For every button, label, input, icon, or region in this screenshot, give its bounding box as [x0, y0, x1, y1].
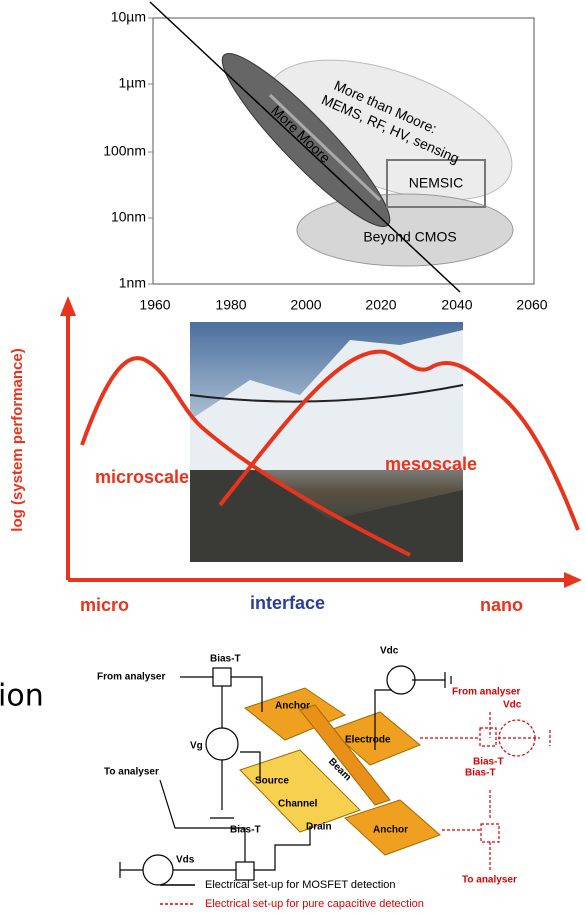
label: Bias-T: [473, 757, 504, 768]
label: Channel: [278, 799, 318, 810]
label: From analyser: [97, 672, 165, 683]
label: Anchor: [373, 825, 408, 836]
side-text: ion: [0, 679, 44, 714]
y-tick-label: 10µm: [111, 9, 146, 25]
x-tick-label: 2040: [441, 297, 472, 313]
circuit: Vdc Bias-T From analyser Anchor Vg Elect…: [97, 646, 550, 910]
label: Anchor: [275, 701, 310, 712]
region-label: Beyond CMOS: [363, 229, 456, 245]
y-tick-label: 1nm: [119, 275, 146, 291]
label: Vdc: [503, 700, 522, 711]
x-label: nano: [480, 595, 523, 615]
x-tick-label: 2000: [290, 297, 321, 313]
x-tick-label: 1980: [215, 297, 246, 313]
label: Bias-T: [230, 825, 261, 836]
ticks: [148, 18, 153, 284]
y-tick-label: 100nm: [103, 143, 146, 159]
x-axis-arrow: [564, 572, 582, 588]
label: To analyser: [104, 767, 159, 778]
legend-label: Electrical set-up for MOSFET detection: [205, 879, 396, 891]
x-tick-label: 2060: [516, 297, 547, 313]
performance-chart: log (system performance) microscale meso…: [9, 296, 582, 615]
label: To analyser: [462, 875, 517, 886]
label: Vg: [190, 741, 203, 752]
label: Bias-T: [210, 654, 241, 665]
x-label: micro: [80, 595, 129, 615]
y-axis-label: log (system performance): [9, 348, 26, 531]
figure: 10µm 1µm 100nm 10nm 1nm 1960 1980 2000 2…: [0, 0, 585, 914]
roadmap-chart: 10µm 1µm 100nm 10nm 1nm 1960 1980 2000 2…: [103, 2, 548, 313]
x-label: interface: [250, 593, 325, 613]
x-tick-label: 2020: [365, 297, 396, 313]
curve-label: mesoscale: [385, 454, 477, 474]
region-label: NEMSIC: [409, 175, 463, 191]
capacitive-wiring: [420, 712, 550, 870]
label: Vds: [176, 855, 195, 866]
y-axis-arrow: [60, 296, 76, 316]
label: Drain: [306, 822, 332, 833]
legend-label: Electrical set-up for pure capacitive de…: [205, 898, 424, 910]
x-tick-label: 1960: [139, 297, 170, 313]
label: Electrode: [345, 735, 391, 746]
label: Source: [255, 776, 289, 787]
curve-label: microscale: [95, 467, 189, 487]
label: Bias-T: [465, 768, 496, 779]
y-tick-label: 1µm: [118, 75, 146, 91]
label: Vdc: [380, 646, 399, 657]
label: From analyser: [452, 687, 520, 698]
y-tick-label: 10nm: [111, 209, 146, 225]
